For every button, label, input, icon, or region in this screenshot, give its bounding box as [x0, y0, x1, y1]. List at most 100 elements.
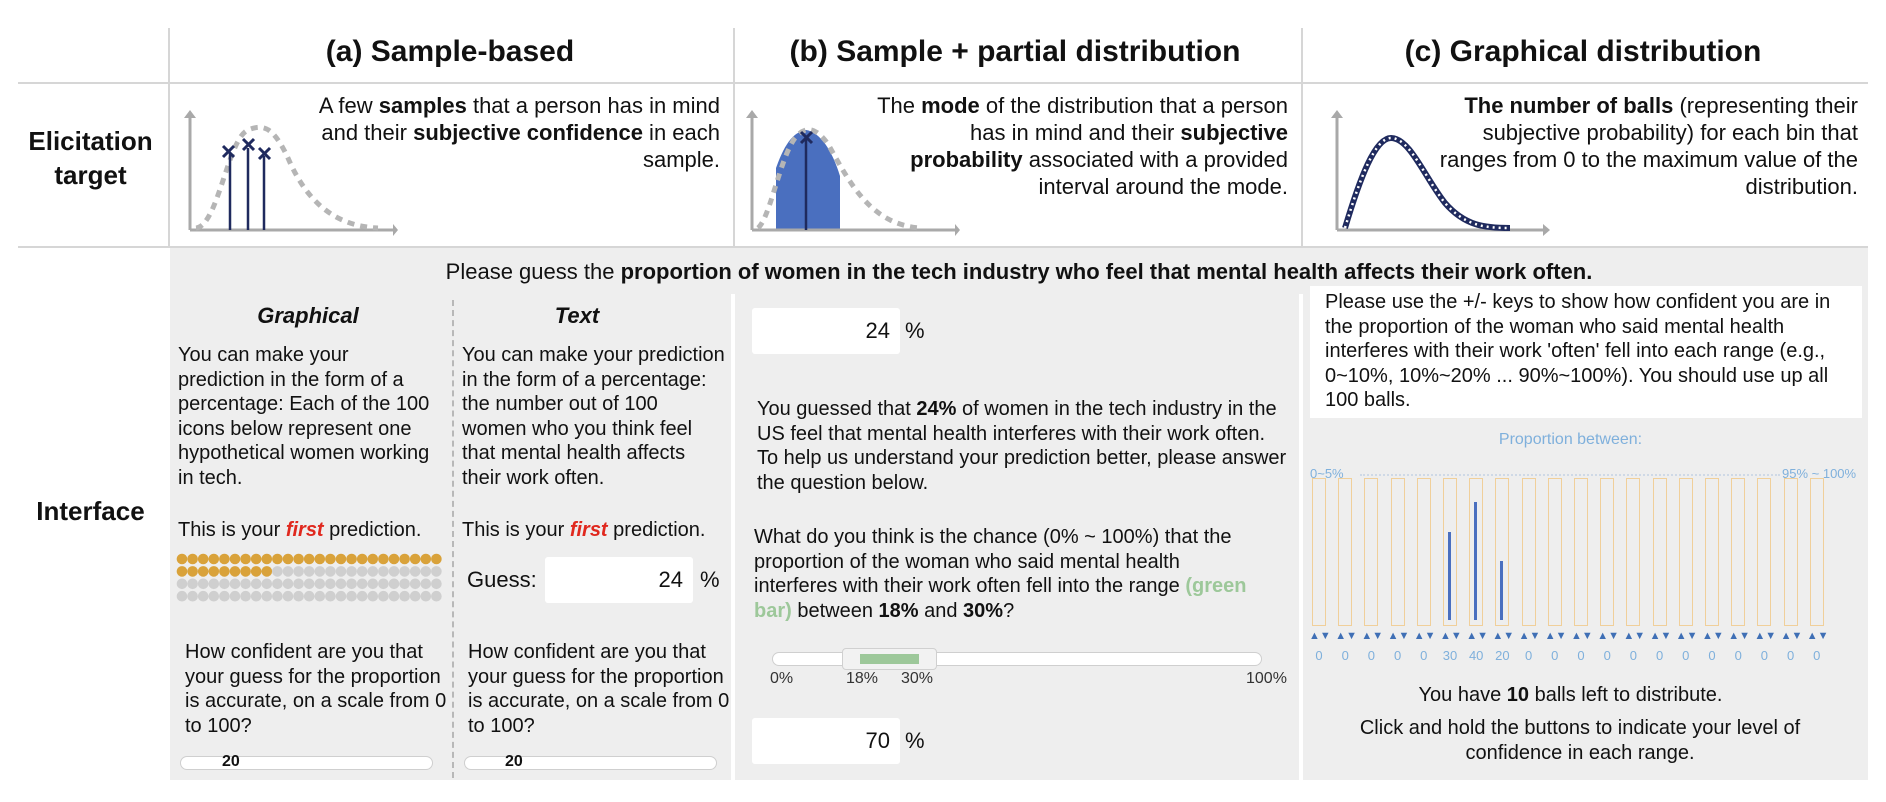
- woman-icon: [219, 578, 230, 590]
- woman-icon: [197, 553, 209, 565]
- text-confidence-slider[interactable]: [464, 756, 717, 770]
- bin-plus-minus-button[interactable]: ▲▼: [1309, 630, 1331, 642]
- bin-count: 0: [1420, 648, 1428, 663]
- bin-count: 0: [1524, 648, 1533, 663]
- woman-icon: [303, 553, 315, 565]
- woman-icon: [431, 566, 442, 577]
- bin-plus-minus-button[interactable]: ▲▼: [1387, 630, 1410, 642]
- ball-bin: [1626, 478, 1641, 626]
- bin-plus-minus-button[interactable]: ▲▼: [1623, 630, 1646, 642]
- woman-icon: [356, 553, 368, 565]
- woman-icon: [293, 553, 304, 565]
- woman-icon: [219, 566, 230, 577]
- woman-icon: [409, 590, 421, 602]
- bin-plus-minus-button[interactable]: ▲▼: [1361, 630, 1384, 642]
- bin-plus-minus-button[interactable]: ▲▼: [1780, 630, 1803, 642]
- bin-plus-minus-button[interactable]: ▲▼: [1649, 630, 1672, 642]
- ball-bin: [1338, 478, 1353, 626]
- woman-icon: [378, 566, 389, 577]
- bin-plus-minus-button[interactable]: ▲▼: [1335, 630, 1357, 642]
- bin-plus-minus-button[interactable]: ▲▼: [1728, 630, 1750, 642]
- row-label-interface: Interface: [36, 496, 145, 526]
- sample-based-sketch: [184, 110, 398, 236]
- woman-icon: [187, 553, 198, 565]
- woman-icon: [335, 553, 347, 565]
- woman-icon: [240, 566, 251, 577]
- woman-icon: [346, 553, 357, 565]
- woman-icon: [378, 578, 389, 590]
- graphical-title: Graphical: [257, 303, 359, 328]
- balls-instructions-bg: [1310, 286, 1862, 418]
- axis-label-min: 0%: [770, 670, 794, 687]
- woman-icon: [187, 566, 198, 577]
- ball-bin: [1809, 478, 1824, 626]
- graphical-confidence-slider[interactable]: [180, 756, 433, 770]
- ball-bin: [1705, 478, 1719, 626]
- woman-icon: [176, 566, 188, 577]
- woman-icon: [261, 578, 273, 590]
- woman-icon: [229, 578, 241, 590]
- bin-plus-minus-button[interactable]: ▲▼: [1413, 630, 1436, 642]
- woman-icon: [250, 578, 262, 590]
- woman-icon: [187, 578, 198, 590]
- target-b-description: The mode of the distribution that a pers…: [877, 93, 1288, 199]
- woman-icon: [367, 590, 379, 602]
- ball-bin: [1783, 478, 1798, 626]
- bin-count: 0: [1315, 648, 1323, 663]
- woman-icon: [250, 553, 262, 565]
- partial-distribution-sketch: [746, 110, 960, 236]
- bin-plus-minus-button[interactable]: ▲▼: [1702, 630, 1724, 642]
- bin-plus-minus-button[interactable]: ▲▼: [1754, 630, 1777, 642]
- column-header-a: (a) Sample-based: [325, 35, 575, 68]
- woman-icon: [356, 566, 368, 577]
- balls-left-text: You have 10 balls left to distribute.: [1418, 684, 1723, 706]
- woman-icon: [367, 566, 379, 577]
- woman-icon: [431, 578, 442, 590]
- proportion-label: Proportion between:: [1498, 431, 1643, 448]
- woman-icon: [303, 590, 315, 602]
- woman-icon: [303, 566, 315, 577]
- bin-plus-minus-button[interactable]: ▲▼: [1571, 630, 1593, 642]
- question-banner: Please guess the proportion of women in …: [445, 259, 1593, 284]
- woman-icon: [272, 578, 283, 590]
- ball-bin: [1600, 478, 1615, 626]
- interface-panel-a: [170, 248, 731, 780]
- bin-plus-minus-button[interactable]: ▲▼: [1492, 630, 1515, 642]
- bin-count: 0: [1367, 648, 1375, 663]
- ball-bin: [1469, 478, 1484, 626]
- woman-icon: [282, 566, 294, 577]
- ball-bin: [1547, 478, 1562, 626]
- woman-icon: [399, 566, 410, 577]
- bin-plus-minus-button[interactable]: ▲▼: [1440, 630, 1462, 642]
- guess-input[interactable]: 24: [545, 557, 693, 603]
- mode-input[interactable]: 24: [752, 308, 900, 354]
- bin-plus-minus-button[interactable]: ▲▼: [1518, 630, 1541, 642]
- bin-count: 0: [1655, 648, 1664, 663]
- woman-icon: [399, 590, 410, 602]
- bin-plus-minus-button[interactable]: ▲▼: [1466, 630, 1488, 642]
- column-header-b: (b) Sample + partial distribution: [789, 35, 1241, 68]
- woman-icon: [388, 566, 400, 577]
- icon-grid[interactable]: [176, 553, 442, 619]
- woman-icon: [261, 590, 273, 602]
- woman-icon: [208, 578, 220, 590]
- woman-icon: [240, 553, 251, 565]
- woman-icon: [335, 590, 347, 602]
- axis-label-hi: 30%: [901, 670, 934, 687]
- bin-plus-minus-button[interactable]: ▲▼: [1597, 630, 1619, 642]
- bin-plus-minus-button[interactable]: ▲▼: [1544, 630, 1567, 642]
- bin-plus-minus-button[interactable]: ▲▼: [1675, 630, 1698, 642]
- woman-icon: [314, 590, 326, 602]
- text-first-prediction: This is your first prediction.: [462, 519, 706, 541]
- ball-bin: [1678, 478, 1693, 626]
- bin-count: 40: [1468, 648, 1484, 663]
- bin-count: 0: [1603, 648, 1611, 663]
- ball-bin: [1390, 478, 1405, 626]
- range-label-right: 95% ~ 100%: [1782, 466, 1857, 481]
- woman-icon: [420, 566, 432, 577]
- woman-icon: [250, 566, 262, 577]
- woman-icon: [356, 590, 368, 602]
- bin-plus-minus-button[interactable]: ▲▼: [1806, 630, 1829, 642]
- chance-input[interactable]: 70: [752, 718, 900, 764]
- text-instructions: You can make your prediction in the form…: [462, 344, 725, 489]
